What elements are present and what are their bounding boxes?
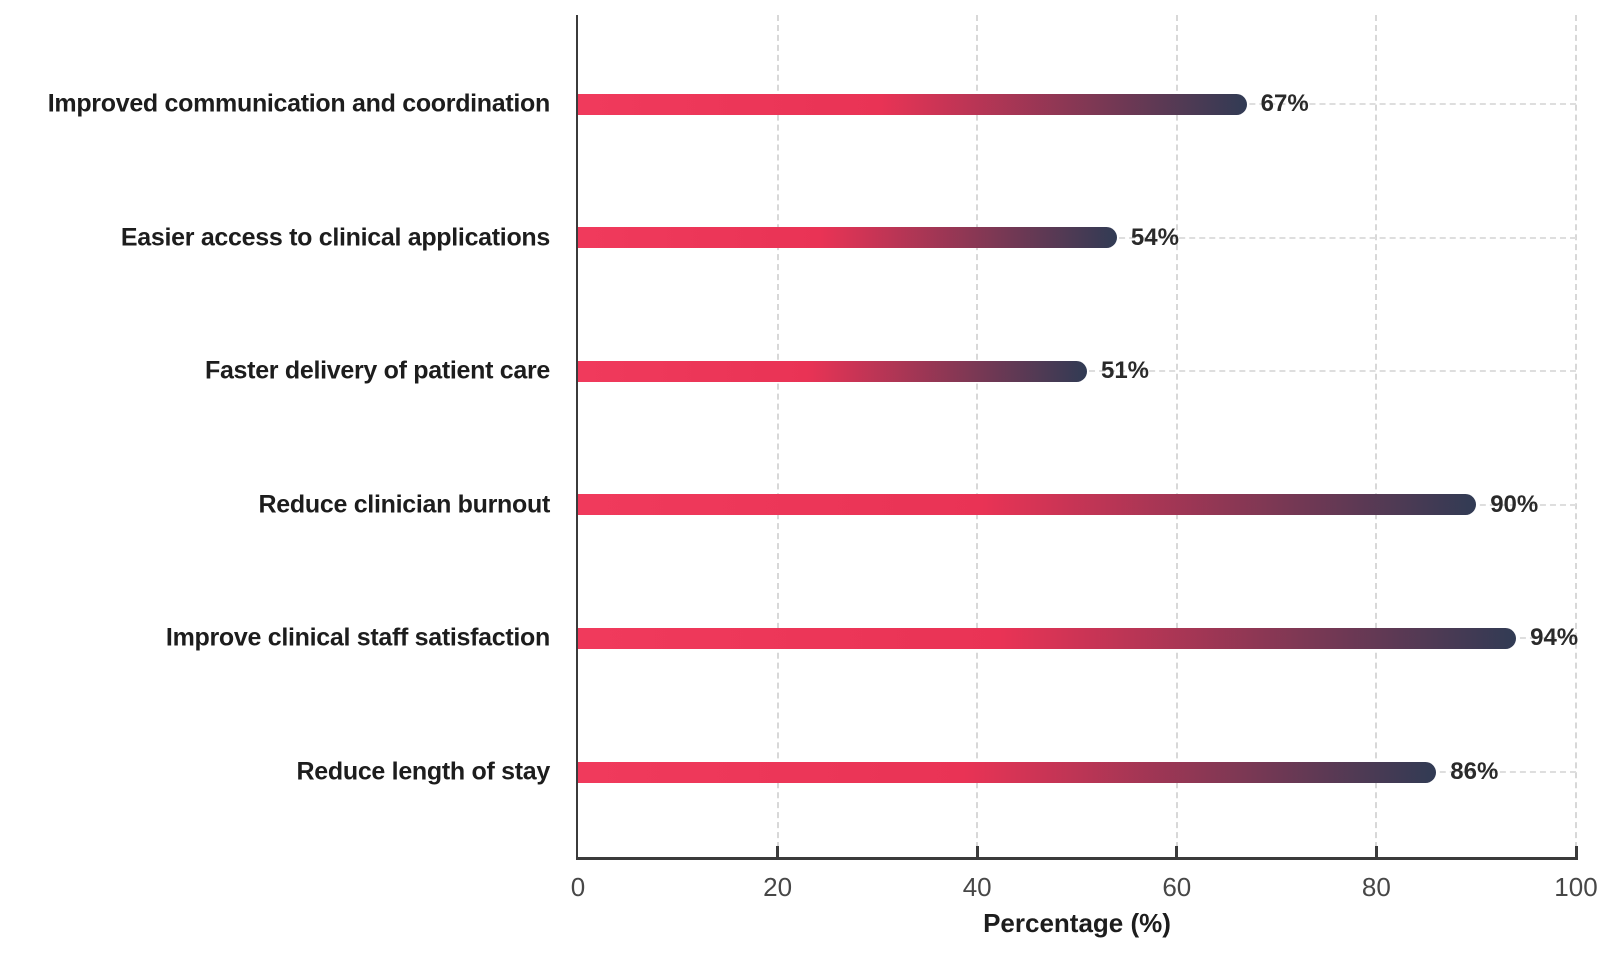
x-axis-tick-label: 0 xyxy=(570,872,586,902)
x-axis-title: Percentage (%) xyxy=(983,908,1171,938)
vertical-gridline xyxy=(1575,15,1577,858)
bar-reduce-length-of-stay xyxy=(578,761,1437,783)
y-axis-line xyxy=(576,15,578,858)
category-label: Easier access to clinical applications xyxy=(120,223,550,252)
category-label: Faster delivery of patient care xyxy=(204,356,550,385)
bar-value-label: 86% xyxy=(1450,758,1499,785)
x-axis-line xyxy=(576,857,1578,860)
bar-faster-delivery-of-patient-care xyxy=(578,360,1087,382)
x-axis-tick-label: 80 xyxy=(1361,872,1391,902)
category-label: Reduce length of stay xyxy=(296,757,551,786)
x-axis-tick-label: 60 xyxy=(1162,872,1192,902)
x-axis-tick-mark xyxy=(975,846,979,858)
bar-value-label: 54% xyxy=(1130,223,1179,251)
vertical-gridline xyxy=(976,15,979,858)
bar-value-label: 94% xyxy=(1530,624,1579,652)
plot-area: 67% 54% 51% 90% 94% 86% xyxy=(576,15,1579,860)
x-axis-tick-mark xyxy=(776,846,780,858)
bar-reduce-clinician-burnout xyxy=(578,494,1477,516)
x-axis-tick-mark xyxy=(1175,846,1179,858)
category-label: Improve clinical staff satisfaction xyxy=(165,623,550,652)
bar-improved-communication-and-coordination xyxy=(578,93,1247,115)
x-axis-tick-label: 40 xyxy=(962,872,992,902)
x-axis-tick-label: 100 xyxy=(1554,872,1598,902)
vertical-gridline xyxy=(776,15,779,858)
bar-value-label: 51% xyxy=(1100,357,1150,385)
vertical-gridline xyxy=(1375,15,1378,858)
x-axis-tick-mark xyxy=(1574,846,1578,858)
bar-easier-access-to-clinical-applications xyxy=(578,227,1117,249)
bar-value-label: 90% xyxy=(1490,490,1539,518)
x-axis-tick-mark xyxy=(1374,846,1378,858)
vertical-gridline xyxy=(1175,15,1178,858)
bar-improve-clinical-staff-satisfaction xyxy=(578,627,1517,649)
category-label: Improved communication and coordination xyxy=(47,89,551,118)
category-label: Reduce clinician burnout xyxy=(258,490,551,519)
x-axis-tick-label: 20 xyxy=(763,872,793,902)
bar-value-label: 67% xyxy=(1260,90,1309,117)
